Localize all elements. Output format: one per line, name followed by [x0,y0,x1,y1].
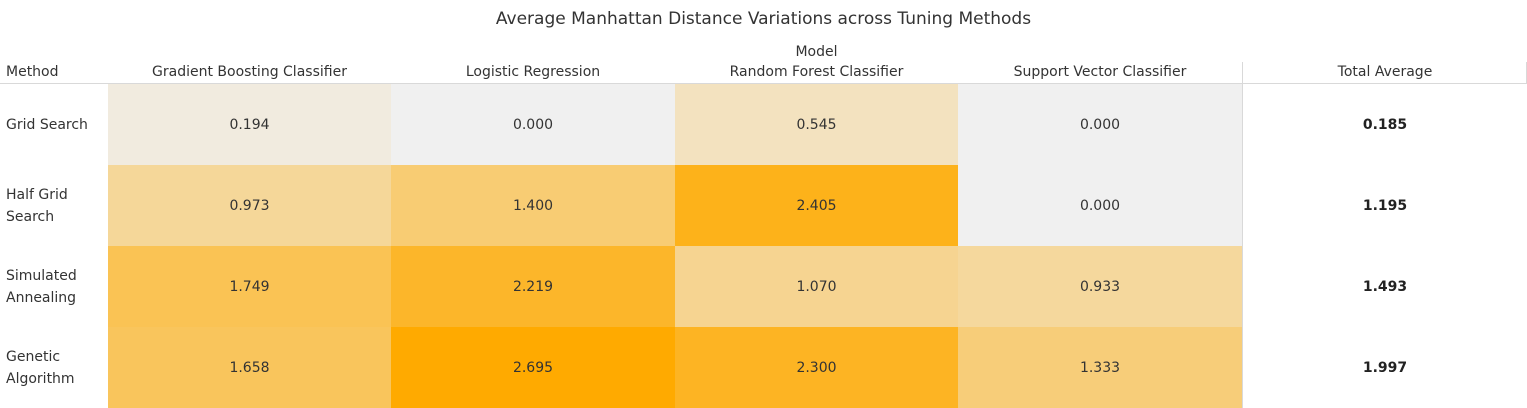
heatmap-cell-grid-search-gradient-boosting-classifier: 0.194 [108,84,391,165]
heatmap-cell-genetic-algorithm-random-forest-classifier: 2.300 [675,327,958,408]
heatmap-cell-simulated-annealing-support-vector-classifier: 0.933 [958,246,1242,327]
heatmap-cell-half-grid-search-support-vector-classifier: 0.000 [958,165,1242,246]
column-header-logistic-regression: Logistic Regression [465,64,601,80]
heatmap-cell-genetic-algorithm-support-vector-classifier: 1.333 [958,327,1242,408]
total-average-simulated-annealing: 1.493 [1362,278,1408,295]
heatmap-cell-genetic-algorithm-logistic-regression: 2.695 [391,327,675,408]
heatmap-cell-simulated-annealing-random-forest-classifier: 1.070 [675,246,958,327]
header-divider [0,83,1527,84]
column-group-header-model: Model [795,44,838,60]
heatmap-cell-half-grid-search-random-forest-classifier: 2.405 [675,165,958,246]
total-column-divider [1242,62,1243,408]
total-average-grid-search: 0.185 [1362,116,1408,133]
row-label-half-grid-search: Half Grid Search [6,186,68,225]
column-header-support-vector-classifier: Support Vector Classifier [1013,64,1187,80]
chart-title: Average Manhattan Distance Variations ac… [495,9,1032,29]
row-label-grid-search: Grid Search [6,116,88,133]
row-label-genetic-algorithm: Genetic Algorithm [6,348,75,387]
heatmap-cell-simulated-annealing-logistic-regression: 2.219 [391,246,675,327]
column-header-gradient-boosting-classifier: Gradient Boosting Classifier [152,64,347,80]
total-average-half-grid-search: 1.195 [1362,197,1408,214]
heatmap-cell-half-grid-search-logistic-regression: 1.400 [391,165,675,246]
row-label-simulated-annealing: Simulated Annealing [6,267,77,306]
total-average-genetic-algorithm: 1.997 [1362,359,1408,376]
heatmap-cell-half-grid-search-gradient-boosting-classifier: 0.973 [108,165,391,246]
column-header-random-forest-classifier: Random Forest Classifier [729,64,904,80]
heatmap-cell-genetic-algorithm-gradient-boosting-classifier: 1.658 [108,327,391,408]
heatmap-cell-grid-search-support-vector-classifier: 0.000 [958,84,1242,165]
heatmap-cell-grid-search-random-forest-classifier: 0.545 [675,84,958,165]
heatmap-cell-simulated-annealing-gradient-boosting-classifier: 1.749 [108,246,391,327]
total-average-header: Total Average [1337,64,1433,80]
heatmap-cell-grid-search-logistic-regression: 0.000 [391,84,675,165]
row-header-method: Method [6,64,59,80]
